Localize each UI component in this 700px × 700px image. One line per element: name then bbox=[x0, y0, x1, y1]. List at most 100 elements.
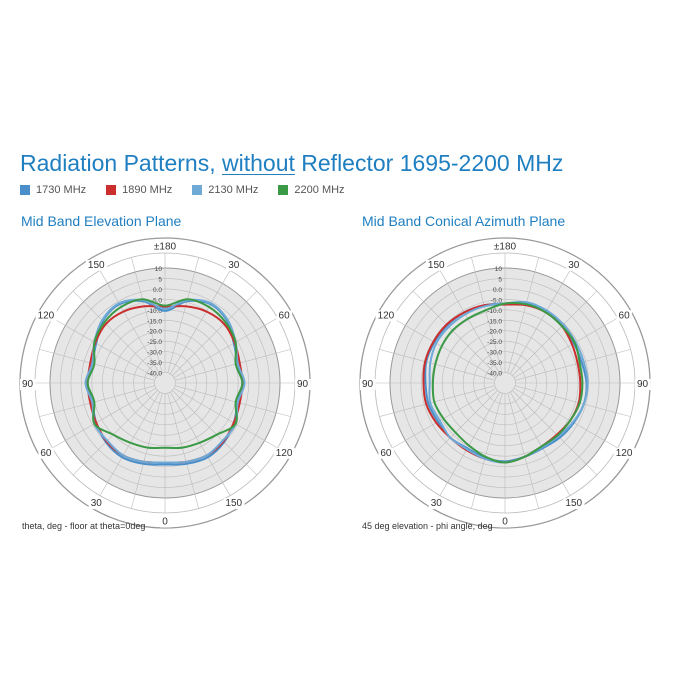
azimuth-chart-caption: 45 deg elevation - phi angle, deg bbox=[362, 521, 493, 531]
radial-tick-label: -20.0 bbox=[147, 329, 162, 336]
angle-label: 90 bbox=[637, 379, 649, 390]
angle-label: 30 bbox=[91, 498, 103, 509]
radial-tick-label: 5 bbox=[158, 276, 162, 283]
angle-label: 120 bbox=[276, 448, 293, 459]
angle-label-bg bbox=[223, 498, 245, 510]
radial-tick-label: -35.0 bbox=[487, 360, 502, 367]
angle-label-bg bbox=[634, 379, 651, 390]
angle-label: 150 bbox=[225, 498, 242, 509]
legend-label: 1730 MHz bbox=[36, 184, 87, 196]
angle-label-bg bbox=[359, 379, 376, 390]
grid-spoke bbox=[52, 317, 157, 379]
radial-tick-label: -25.0 bbox=[147, 339, 162, 346]
page-title: Radiation Patterns, without Reflector 16… bbox=[20, 150, 563, 177]
grid-spoke bbox=[509, 270, 571, 375]
legend-label: 2130 MHz bbox=[208, 184, 259, 196]
radial-tick-label: 10 bbox=[155, 266, 163, 273]
elevation-polar-chart: 10 5 0.0 -5.0 -10.0 -15.0 -20.0 -25.0 -30.0 -35.0… bbox=[19, 237, 311, 529]
legend-label: 1890 MHz bbox=[122, 184, 173, 196]
angle-label-bg bbox=[273, 447, 295, 459]
angle-label: 30 bbox=[568, 260, 580, 271]
grid-spoke bbox=[439, 391, 501, 496]
radial-tick-label: -20.0 bbox=[487, 329, 502, 336]
angle-label: 150 bbox=[428, 260, 445, 271]
grid-spoke bbox=[471, 257, 503, 373]
grid-spoke bbox=[173, 317, 278, 379]
grid-spoke bbox=[72, 290, 158, 376]
elevation-chart-title: Mid Band Elevation Plane bbox=[21, 213, 182, 229]
angle-label: 120 bbox=[38, 310, 55, 321]
angle-label-bg bbox=[563, 498, 585, 510]
grid-spoke bbox=[507, 393, 539, 509]
angle-label-bg bbox=[88, 498, 105, 510]
radial-tick-label: -30.0 bbox=[487, 350, 502, 357]
angle-label: 0 bbox=[162, 517, 168, 528]
grid-spoke bbox=[513, 387, 618, 449]
angle-label: 90 bbox=[297, 379, 309, 390]
angle-label-bg bbox=[613, 447, 635, 459]
angle-label-bg bbox=[294, 379, 311, 390]
angle-label-bg bbox=[500, 516, 511, 528]
angle-label-bg bbox=[616, 310, 633, 322]
angle-label-bg bbox=[151, 241, 179, 253]
legend: 1730 MHz 1890 MHz 2130 MHz 2200 MHz bbox=[20, 184, 345, 196]
grid-spoke bbox=[172, 390, 258, 476]
angle-label: 120 bbox=[378, 310, 395, 321]
angle-label: ±180 bbox=[494, 242, 517, 253]
angle-label-bg bbox=[428, 498, 445, 510]
legend-swatch bbox=[192, 185, 203, 195]
grid-spoke bbox=[167, 257, 199, 373]
angle-label-bg bbox=[38, 447, 54, 459]
angle-label: ±180 bbox=[154, 242, 177, 253]
radial-tick-label: 5 bbox=[498, 276, 502, 283]
grid-spoke bbox=[513, 317, 618, 379]
angle-label-bg bbox=[425, 259, 448, 271]
grid-spoke bbox=[379, 349, 495, 381]
grid-spoke bbox=[175, 349, 291, 381]
angle-label: 0 bbox=[502, 517, 508, 528]
radial-tick-label: -5.0 bbox=[491, 297, 503, 304]
grid-spoke bbox=[379, 385, 495, 417]
series-line bbox=[86, 299, 244, 466]
grid-spoke bbox=[509, 391, 571, 496]
legend-swatch bbox=[106, 185, 117, 195]
radial-tick-label: -10.0 bbox=[147, 308, 162, 315]
legend-swatch bbox=[278, 185, 289, 195]
radial-tick-label: -35.0 bbox=[147, 360, 162, 367]
grid-spoke bbox=[512, 390, 598, 476]
elevation-chart-caption: theta, deg - floor at theta=0deg bbox=[22, 521, 146, 531]
grid-spoke bbox=[515, 349, 631, 381]
angle-label: 150 bbox=[88, 260, 105, 271]
grid-spoke bbox=[392, 317, 497, 379]
grid-spoke bbox=[131, 393, 163, 509]
azimuth-chart-title: Mid Band Conical Azimuth Plane bbox=[362, 213, 566, 229]
grid-spoke bbox=[507, 257, 539, 373]
grid-spoke bbox=[471, 393, 503, 509]
legend-label: 2200 MHz bbox=[294, 184, 345, 196]
radial-tick-label: 10 bbox=[495, 266, 503, 273]
radial-tick-label: -15.0 bbox=[147, 318, 162, 325]
angle-label-bg bbox=[566, 259, 582, 271]
angle-label-bg bbox=[276, 310, 293, 322]
radial-tick-label: -15.0 bbox=[487, 318, 502, 325]
angle-label: 30 bbox=[228, 260, 240, 271]
radial-tick-label: 0.0 bbox=[153, 287, 162, 294]
radial-tick-label: -25.0 bbox=[487, 339, 502, 346]
angle-label-bg bbox=[226, 259, 242, 271]
grid-spoke bbox=[167, 393, 199, 509]
grid-spoke bbox=[512, 290, 598, 376]
legend-item: 1890 MHz bbox=[106, 184, 172, 196]
legend-item: 2200 MHz bbox=[278, 184, 345, 196]
angle-label-bg bbox=[35, 310, 57, 322]
radial-tick-label: 0.0 bbox=[493, 287, 502, 294]
angle-label-bg bbox=[378, 447, 394, 459]
angle-label-bg bbox=[491, 241, 519, 253]
angle-label: 60 bbox=[40, 448, 52, 459]
grid-spoke bbox=[99, 270, 161, 375]
grid-spoke bbox=[515, 385, 631, 417]
grid-spoke bbox=[39, 349, 155, 381]
grid-spoke bbox=[169, 391, 231, 496]
grid-spoke bbox=[52, 387, 157, 449]
angle-label-bg bbox=[375, 310, 397, 322]
angle-label-bg bbox=[19, 379, 36, 390]
